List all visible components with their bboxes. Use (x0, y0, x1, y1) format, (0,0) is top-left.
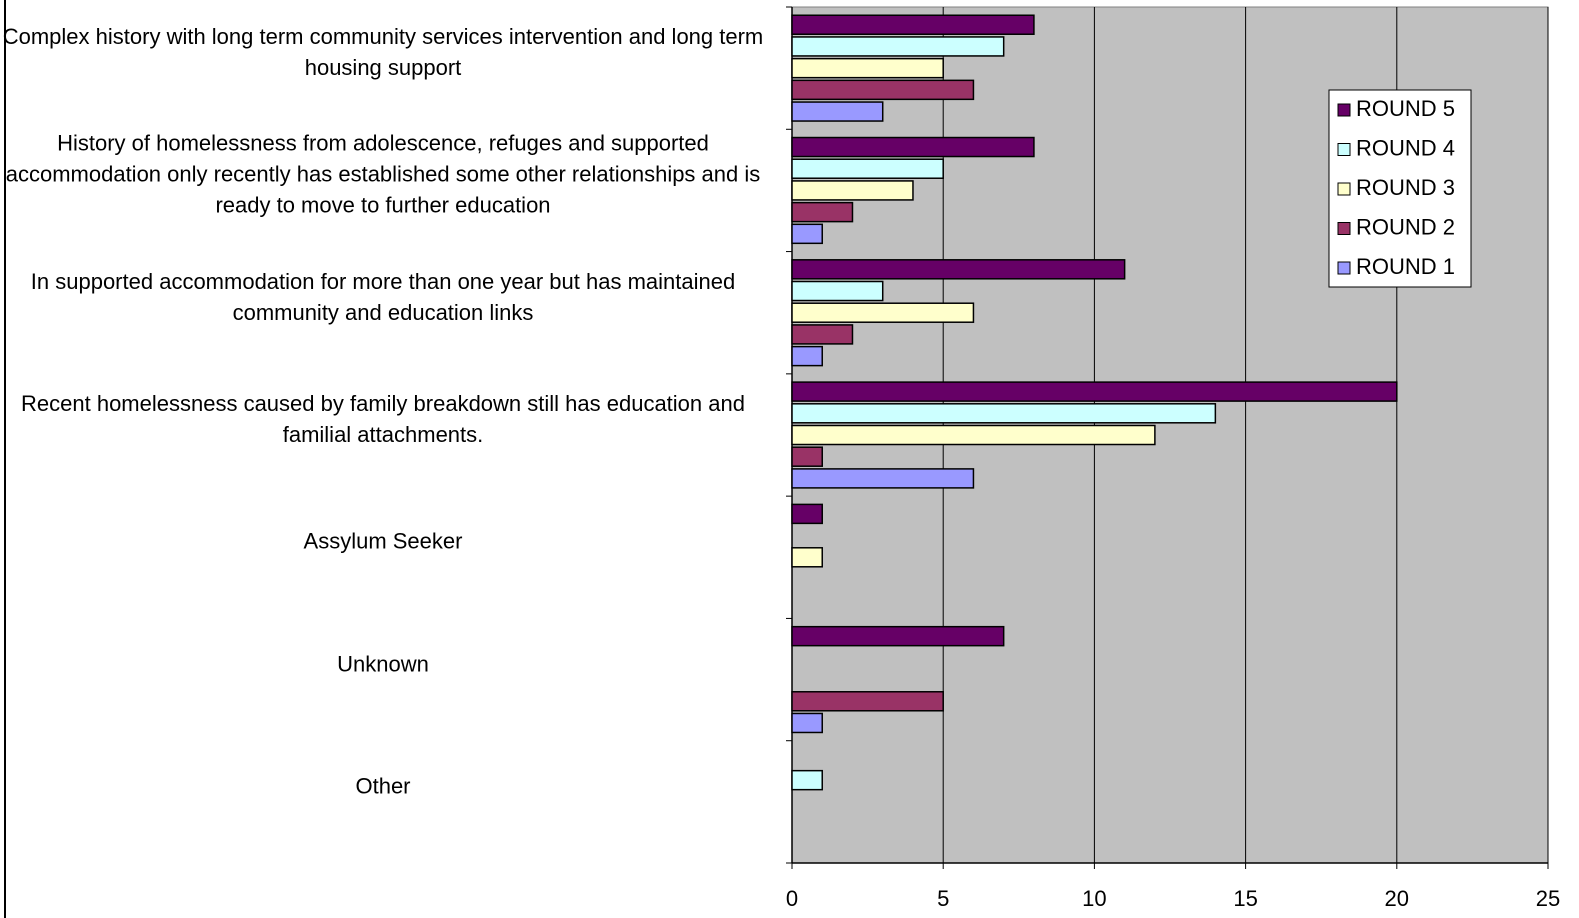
bar (791, 345, 823, 367)
bar (791, 101, 884, 122)
bar (791, 712, 823, 734)
x-tick-label: 15 (1233, 886, 1257, 911)
y-tick-label: History of homelessness from adolescence… (5, 130, 761, 218)
x-tick-label: 5 (937, 886, 949, 911)
y-tick-label: Complex history with long term community… (2, 24, 764, 81)
y-tick-label: Other (355, 773, 411, 799)
bar (791, 302, 975, 323)
bar (791, 446, 823, 467)
legend-swatch (1337, 103, 1351, 117)
legend-box (1328, 89, 1472, 288)
x-tick-label: 20 (1385, 886, 1409, 911)
legend-label: ROUND 4 (1356, 135, 1455, 160)
bar (791, 259, 1126, 280)
y-tick-label: Unknown (337, 651, 429, 677)
x-tick-label: 10 (1082, 886, 1106, 911)
bar (791, 324, 854, 345)
x-tick-label: 25 (1536, 886, 1560, 911)
bar (791, 79, 975, 101)
bar (791, 691, 944, 712)
legend-swatch (1337, 143, 1351, 156)
legend-swatch (1337, 261, 1351, 275)
bar (791, 36, 1005, 57)
bar (791, 503, 823, 525)
bar (791, 424, 1156, 446)
bar (791, 180, 914, 201)
bar (791, 223, 823, 245)
y-tick-label: Recent homelessness caused by family bre… (21, 391, 745, 447)
bar (791, 403, 1217, 424)
y-tick-label: In supported accommodation for more than… (30, 268, 736, 325)
bar (791, 158, 944, 179)
bar (791, 57, 944, 79)
bar (791, 769, 823, 791)
legend-swatch (1337, 182, 1351, 196)
bar (791, 280, 884, 302)
bar (791, 547, 823, 568)
x-tick-label: 0 (786, 886, 798, 911)
y-tick-label: Assylum Seeker (303, 528, 463, 554)
bar (791, 201, 854, 223)
bar (791, 14, 1035, 35)
bar (791, 381, 1398, 402)
legend-label: ROUND 1 (1356, 254, 1455, 279)
legend-label: ROUND 2 (1356, 214, 1455, 239)
bar (791, 468, 975, 489)
legend-label: ROUND 3 (1356, 175, 1455, 200)
legend-swatch (1337, 222, 1351, 235)
bar (791, 136, 1035, 158)
legend-label: ROUND 5 (1356, 96, 1455, 121)
bar (791, 625, 1005, 647)
